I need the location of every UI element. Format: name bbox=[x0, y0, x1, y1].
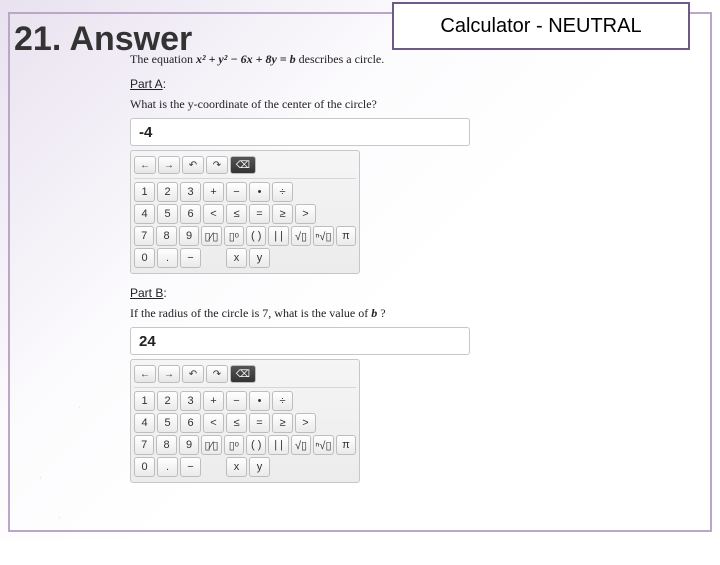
keypad-key[interactable]: . bbox=[157, 248, 178, 268]
part-a-label: Part A: bbox=[130, 77, 590, 91]
slide-title: 21. Answer bbox=[14, 20, 192, 59]
nav-right-button[interactable]: → bbox=[158, 365, 180, 383]
keypad-key[interactable]: π bbox=[336, 226, 356, 246]
keypad-key[interactable]: | | bbox=[268, 226, 288, 246]
keypad-key[interactable]: 1 bbox=[134, 391, 155, 411]
keypad-key[interactable]: ÷ bbox=[272, 391, 293, 411]
keypad-key[interactable]: ⁿ√▯ bbox=[313, 226, 333, 246]
keypad-row: 123+−•÷ bbox=[134, 182, 356, 202]
keypad-key[interactable]: y bbox=[249, 248, 270, 268]
keypad-key[interactable]: 8 bbox=[156, 435, 176, 455]
keypad-key[interactable]: 6 bbox=[180, 413, 201, 433]
part-b-answer-input[interactable]: 24 bbox=[130, 327, 470, 355]
keypad-key[interactable]: = bbox=[249, 204, 270, 224]
calculator-badge: Calculator - NEUTRAL bbox=[392, 2, 690, 50]
keypad-row: 0.− xy bbox=[134, 248, 356, 268]
keypad-key[interactable]: ( ) bbox=[246, 226, 266, 246]
keypad-key[interactable]: 6 bbox=[180, 204, 201, 224]
keypad-key[interactable]: √▯ bbox=[291, 226, 311, 246]
nav-left-button[interactable]: ← bbox=[134, 365, 156, 383]
keypad-key[interactable]: ÷ bbox=[272, 182, 293, 202]
keypad-key[interactable]: x bbox=[226, 457, 247, 477]
keypad-key[interactable]: ▯⁄▯ bbox=[201, 435, 221, 455]
keypad-key[interactable]: 2 bbox=[157, 391, 178, 411]
badge-text: Calculator - NEUTRAL bbox=[440, 15, 641, 38]
keypad-key[interactable]: ▯ᵒ bbox=[224, 435, 244, 455]
keypad-key[interactable]: 1 bbox=[134, 182, 155, 202]
part-a-answer-input[interactable]: -4 bbox=[130, 118, 470, 146]
keypad-key[interactable]: • bbox=[249, 182, 270, 202]
keypad-key[interactable]: 4 bbox=[134, 413, 155, 433]
keypad-key[interactable]: ▯⁄▯ bbox=[201, 226, 221, 246]
keypad-toolbar: ← → ↶ ↷ ⌫ bbox=[134, 363, 356, 388]
keypad-key[interactable]: − bbox=[226, 182, 247, 202]
part-b-answer-value: 24 bbox=[139, 333, 156, 350]
part-a-question: What is the y-coordinate of the center o… bbox=[130, 97, 590, 112]
keypad-a: ← → ↶ ↷ ⌫ 123+−•÷456<≤=≥>789▯⁄▯▯ᵒ( )| |√… bbox=[130, 150, 360, 274]
content-area: The equation x² + y² − 6x + 8y = b descr… bbox=[130, 52, 590, 495]
keypad-rows: 123+−•÷456<≤=≥>789▯⁄▯▯ᵒ( )| |√▯ⁿ√▯π0.−xy bbox=[134, 391, 356, 477]
part-b-label: Part B: bbox=[130, 286, 590, 300]
keypad-key[interactable]: 7 bbox=[134, 435, 154, 455]
keypad-key[interactable]: √▯ bbox=[291, 435, 311, 455]
keypad-toolbar: ← → ↶ ↷ ⌫ bbox=[134, 154, 356, 179]
keypad-key[interactable]: ⁿ√▯ bbox=[313, 435, 333, 455]
keypad-key[interactable]: 5 bbox=[157, 204, 178, 224]
keypad-row: 789▯⁄▯▯ᵒ( )| |√▯ⁿ√▯π bbox=[134, 226, 356, 246]
keypad-key[interactable]: 9 bbox=[179, 226, 199, 246]
redo-button[interactable]: ↷ bbox=[206, 365, 228, 383]
keypad-key[interactable]: 0 bbox=[134, 457, 155, 477]
keypad-b: ← → ↶ ↷ ⌫ 123+−•÷456<≤=≥>789▯⁄▯▯ᵒ( )| |√… bbox=[130, 359, 360, 483]
keypad-key[interactable]: = bbox=[249, 413, 270, 433]
keypad-key[interactable]: > bbox=[295, 413, 316, 433]
keypad-key[interactable]: . bbox=[157, 457, 178, 477]
keypad-key[interactable]: 5 bbox=[157, 413, 178, 433]
part-b-question: If the radius of the circle is 7, what i… bbox=[130, 306, 590, 321]
keypad-row: 456<≤=≥> bbox=[134, 204, 356, 224]
keypad-row: 123+−•÷ bbox=[134, 391, 356, 411]
keypad-key[interactable]: • bbox=[249, 391, 270, 411]
keypad-key[interactable]: − bbox=[226, 391, 247, 411]
keypad-key[interactable]: x bbox=[226, 248, 247, 268]
problem-statement: The equation x² + y² − 6x + 8y = b descr… bbox=[130, 52, 590, 67]
keypad-key[interactable]: − bbox=[180, 457, 201, 477]
keypad-key[interactable]: | | bbox=[268, 435, 288, 455]
keypad-key[interactable]: π bbox=[336, 435, 356, 455]
keypad-key[interactable]: − bbox=[180, 248, 201, 268]
keypad-row: 0.− xy bbox=[134, 457, 356, 477]
keypad-row: 789▯⁄▯▯ᵒ( )| |√▯ⁿ√▯π bbox=[134, 435, 356, 455]
keypad-key[interactable]: 0 bbox=[134, 248, 155, 268]
keypad-key[interactable]: y bbox=[249, 457, 270, 477]
equation-suffix: describes a circle. bbox=[299, 52, 385, 66]
keypad-key[interactable]: 2 bbox=[157, 182, 178, 202]
keypad-key[interactable]: 8 bbox=[156, 226, 176, 246]
keypad-key[interactable]: 3 bbox=[180, 182, 201, 202]
delete-button[interactable]: ⌫ bbox=[230, 365, 256, 383]
keypad-key[interactable]: ≥ bbox=[272, 204, 293, 224]
part-a-answer-value: -4 bbox=[139, 124, 152, 141]
keypad-key[interactable]: ≤ bbox=[226, 204, 247, 224]
redo-button[interactable]: ↷ bbox=[206, 156, 228, 174]
nav-left-button[interactable]: ← bbox=[134, 156, 156, 174]
keypad-key[interactable]: < bbox=[203, 413, 224, 433]
keypad-rows: 123+−•÷456<≤=≥>789▯⁄▯▯ᵒ( )| |√▯ⁿ√▯π0.−xy bbox=[134, 182, 356, 268]
undo-button[interactable]: ↶ bbox=[182, 365, 204, 383]
keypad-key[interactable]: + bbox=[203, 182, 224, 202]
keypad-key[interactable]: ( ) bbox=[246, 435, 266, 455]
keypad-key[interactable]: + bbox=[203, 391, 224, 411]
undo-button[interactable]: ↶ bbox=[182, 156, 204, 174]
delete-button[interactable]: ⌫ bbox=[230, 156, 256, 174]
keypad-key[interactable]: 4 bbox=[134, 204, 155, 224]
keypad-key[interactable]: ≥ bbox=[272, 413, 293, 433]
keypad-key[interactable]: < bbox=[203, 204, 224, 224]
nav-right-button[interactable]: → bbox=[158, 156, 180, 174]
keypad-row: 456<≤=≥> bbox=[134, 413, 356, 433]
keypad-key[interactable]: ≤ bbox=[226, 413, 247, 433]
keypad-key[interactable]: 3 bbox=[180, 391, 201, 411]
keypad-key[interactable]: 9 bbox=[179, 435, 199, 455]
keypad-key[interactable]: > bbox=[295, 204, 316, 224]
keypad-key[interactable]: 7 bbox=[134, 226, 154, 246]
keypad-key[interactable]: ▯ᵒ bbox=[224, 226, 244, 246]
equation-math: x² + y² − 6x + 8y = b bbox=[196, 52, 296, 66]
